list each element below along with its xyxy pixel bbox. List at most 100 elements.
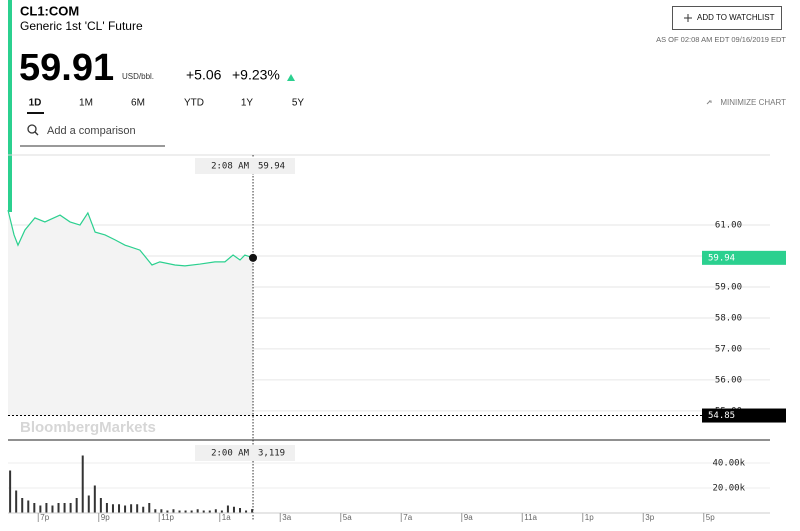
watchlist-button[interactable]: ADD TO WATCHLIST (672, 6, 782, 30)
volume-bar (69, 503, 72, 513)
last-point (249, 253, 258, 262)
volume-bar (75, 498, 78, 513)
minimize-label: MINIMIZE CHART (720, 98, 786, 107)
volume-bar (33, 503, 36, 513)
y-tick-label: 57.00 (715, 344, 742, 354)
low-tag (702, 408, 786, 423)
minimize-button[interactable]: MINIMIZE CHART (706, 98, 786, 107)
volume-bar (220, 510, 223, 513)
volume-bar (93, 485, 96, 513)
x-tick-label: 9a (464, 513, 473, 522)
volume-bar (202, 510, 205, 513)
watermark: BloombergMarkets (20, 419, 156, 436)
x-tick-label: 5a (343, 513, 352, 522)
volume-bar (190, 510, 193, 513)
volume-bar (124, 505, 127, 513)
y-tick-label: 59.00 (715, 282, 742, 292)
price-line (7, 209, 254, 267)
range-tab[interactable]: YTD (184, 98, 204, 109)
volume-bar (208, 510, 211, 513)
change-percent: +9.23% (232, 67, 280, 83)
last-tag-label: 59.94 (708, 253, 735, 263)
range-tabs: 1D 1M 6M YTD 1Y 5Y (27, 98, 305, 114)
search-icon (27, 124, 37, 134)
x-tick-label: 3a (282, 513, 291, 522)
unit: USD/bbl. (122, 72, 154, 81)
volume-bar (160, 509, 163, 513)
x-tick-label: 5p (706, 513, 715, 522)
volume-bar (39, 505, 42, 513)
volume-bar (154, 509, 157, 513)
x-tick-label: 7a (403, 513, 412, 522)
accent-bar (8, 0, 12, 212)
volume-cursor-value: 3,119 (258, 449, 285, 459)
volume-bar (166, 510, 169, 513)
volume-bar (99, 498, 102, 513)
volume-bar (111, 504, 114, 513)
x-tick-label: 3p (645, 513, 654, 522)
y-tick-label: 20.00k (712, 484, 745, 494)
volume-bar (184, 510, 187, 513)
volume-bar (239, 508, 242, 513)
volume-bar (148, 503, 151, 513)
volume-bar (178, 510, 181, 513)
volume-bar (214, 509, 217, 513)
volume-bar (118, 504, 121, 513)
range-tab[interactable]: 1M (79, 98, 93, 109)
volume-bar (57, 503, 60, 513)
volume-bar (172, 509, 175, 513)
button-label: ADD TO WATCHLIST (697, 13, 775, 22)
low-tag-label: 54.85 (708, 411, 735, 421)
comparison-search[interactable]: Add a comparison (20, 124, 165, 147)
cursor-tooltip (195, 158, 295, 174)
search-icon-handle (34, 131, 39, 136)
y-tick-label: 40.00k (712, 459, 745, 469)
cursor-time: 2:08 AM (211, 162, 250, 172)
volume-bar (87, 495, 90, 513)
x-tick-label: 9p (101, 513, 110, 522)
range-tab[interactable]: 1Y (241, 98, 254, 109)
y-tick-label: 56.00 (715, 375, 742, 385)
security-name: Generic 1st 'CL' Future (20, 19, 143, 33)
change: +5.06 (186, 67, 222, 83)
range-tab[interactable]: 5Y (292, 98, 305, 109)
up-arrow (287, 74, 295, 81)
volume-bar (63, 503, 66, 513)
cursor-price: 59.94 (258, 162, 285, 172)
volume-bar (136, 504, 139, 513)
price-area (8, 210, 254, 416)
price: 59.91 (19, 47, 114, 89)
x-tick-label: 1p (585, 513, 594, 522)
volume-bar (105, 503, 108, 513)
volume-bar (142, 506, 145, 513)
minimize-icon (706, 100, 712, 105)
x-tick-label: 1a (222, 513, 231, 522)
y-tick-label: 61.00 (715, 221, 742, 231)
volume-bar (245, 510, 248, 513)
volume-bar (21, 498, 24, 513)
search-placeholder: Add a comparison (47, 125, 136, 137)
volume-bar (226, 505, 229, 513)
chart: 55.0056.0057.0058.0059.0060.0061.002:08 … (7, 155, 786, 522)
volume-bar (232, 506, 235, 513)
last-tag (702, 250, 786, 265)
range-tab[interactable]: 1D (29, 98, 42, 109)
volume-bar (27, 500, 30, 513)
volume-bar (196, 509, 199, 513)
symbol: CL1:COM (20, 3, 79, 18)
y-tick-label: 58.00 (715, 313, 742, 323)
x-tick-label: 11p (161, 513, 174, 522)
x-tick-label: 11a (524, 513, 537, 522)
volume-cursor-time: 2:00 AM (211, 449, 250, 459)
volume-bar (251, 509, 254, 513)
volume-bar (15, 490, 18, 513)
plus-icon (684, 14, 692, 22)
volume-tooltip (195, 445, 295, 461)
range-tab[interactable]: 6M (131, 98, 145, 109)
volume-bar (9, 470, 12, 513)
x-tick-label: 7p (40, 513, 49, 522)
as-of: AS OF 02:08 AM EDT 09/16/2019 EDT (656, 35, 786, 44)
volume-bar (51, 505, 54, 513)
